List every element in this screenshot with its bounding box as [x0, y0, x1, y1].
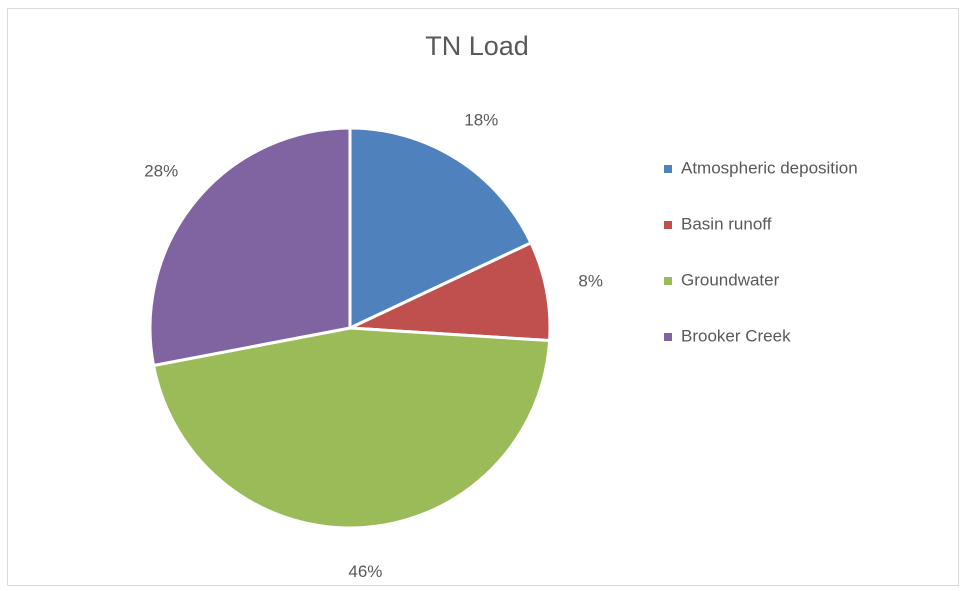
pie-slice [151, 326, 552, 530]
legend-swatch [664, 221, 672, 229]
pie-slice [148, 126, 352, 368]
data-label: 28% [144, 161, 178, 180]
pie-slice [348, 126, 533, 331]
chart-title: TN Load [425, 31, 529, 61]
legend-swatch [664, 277, 672, 285]
legend-label: Groundwater [681, 270, 780, 289]
legend-label: Brooker Creek [681, 326, 791, 345]
data-label: 8% [578, 272, 603, 291]
pie-slice [349, 240, 552, 343]
data-label: 18% [464, 111, 498, 130]
data-label: 46% [348, 562, 382, 581]
legend-label: Basin runoff [681, 214, 772, 233]
legend-swatch [664, 165, 672, 173]
legend-label: Atmospheric deposition [681, 158, 858, 177]
legend-swatch [664, 333, 672, 341]
